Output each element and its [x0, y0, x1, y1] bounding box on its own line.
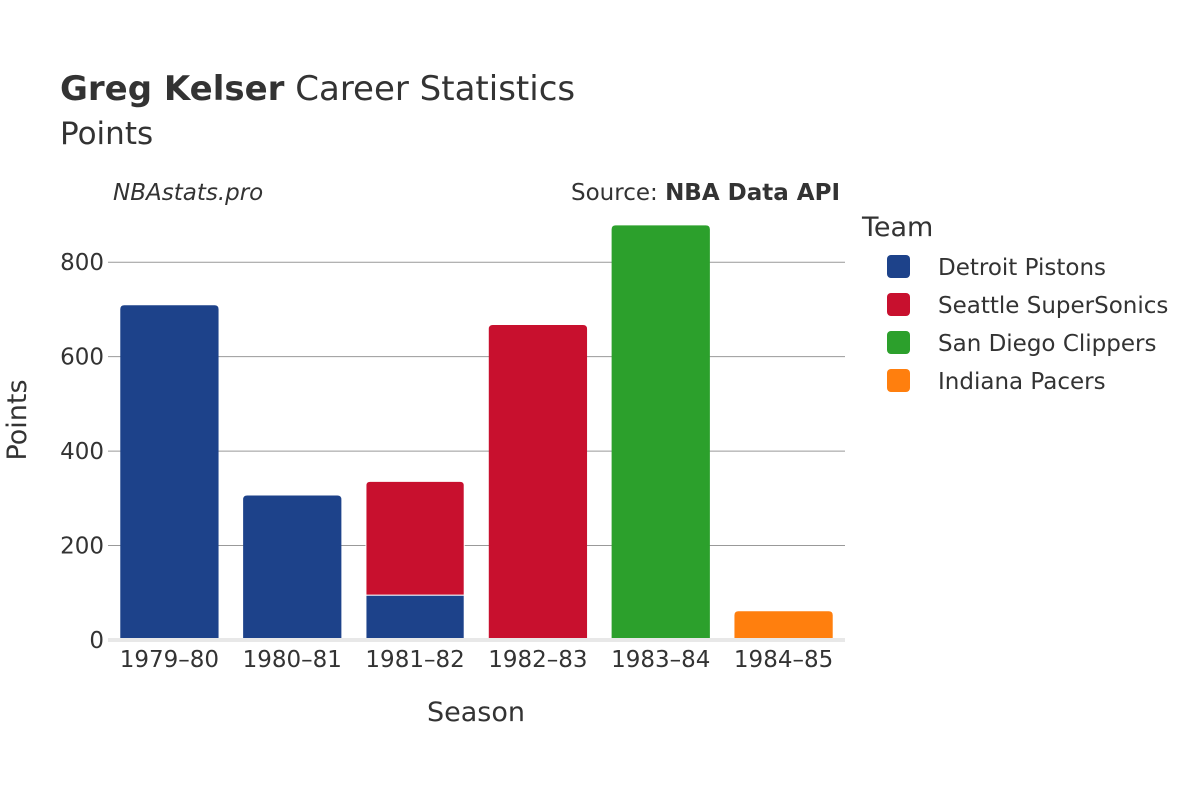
chart-title-bold: Greg Kelser	[60, 69, 285, 109]
source-credit: Source: NBA Data API	[571, 180, 840, 206]
bars	[120, 225, 833, 641]
x-tick-label: 1982–83	[488, 647, 587, 673]
x-tick-label: 1979–80	[120, 647, 219, 673]
legend-item[interactable]: San Diego Clippers	[887, 331, 1156, 357]
y-tick-labels: 0 200 400 600 800	[60, 250, 104, 654]
bar-segment[interactable]	[365, 594, 465, 641]
x-tick-label: 1983–84	[611, 647, 710, 673]
bar-segment[interactable]	[488, 325, 588, 640]
bar-segment[interactable]	[611, 225, 710, 640]
legend[interactable]: Detroit Pistons Seattle SuperSonics San Di…	[887, 255, 1168, 395]
watermark: NBAstats.pro	[113, 180, 263, 206]
y-tick-label: 200	[60, 534, 104, 560]
legend-swatch	[887, 293, 910, 316]
y-axis-label: Points	[2, 379, 33, 460]
legend-item[interactable]: Detroit Pistons	[887, 255, 1106, 281]
legend-title: Team	[861, 212, 933, 243]
x-axis-label: Season	[427, 697, 525, 728]
x-tick-label: 1980–81	[243, 647, 342, 673]
x-tick-labels: 1979–80 1980–81 1981–82 1982–83 1983–84 1984–…	[120, 647, 833, 673]
bar-segment[interactable]	[734, 611, 833, 640]
legend-label: Detroit Pistons	[938, 255, 1106, 281]
chart-subtitle: Points	[60, 116, 153, 152]
legend-label: San Diego Clippers	[938, 331, 1156, 357]
y-tick-label: 800	[60, 250, 104, 276]
y-tick-label: 0	[89, 628, 104, 654]
bar-segment[interactable]	[365, 480, 465, 596]
source-name: NBA Data API	[665, 180, 840, 206]
bar-segment[interactable]	[120, 305, 219, 640]
x-tick-label: 1984–85	[734, 647, 833, 673]
y-tick-label: 600	[60, 345, 104, 371]
legend-item[interactable]: Indiana Pacers	[887, 369, 1106, 395]
chart-title-rest: Career Statistics	[284, 69, 575, 109]
y-gridlines	[108, 261, 845, 547]
legend-swatch	[887, 331, 910, 354]
source-prefix: Source:	[571, 180, 665, 206]
legend-label: Indiana Pacers	[938, 369, 1106, 395]
legend-label: Seattle SuperSonics	[938, 293, 1168, 319]
x-tick-label: 1981–82	[365, 647, 464, 673]
bar-segment[interactable]	[243, 495, 342, 641]
legend-swatch	[887, 369, 910, 392]
y-tick-label: 400	[60, 439, 104, 465]
legend-item[interactable]: Seattle SuperSonics	[887, 293, 1168, 319]
legend-swatch	[887, 255, 910, 278]
chart-title: Greg Kelser Career Statistics	[60, 69, 575, 109]
